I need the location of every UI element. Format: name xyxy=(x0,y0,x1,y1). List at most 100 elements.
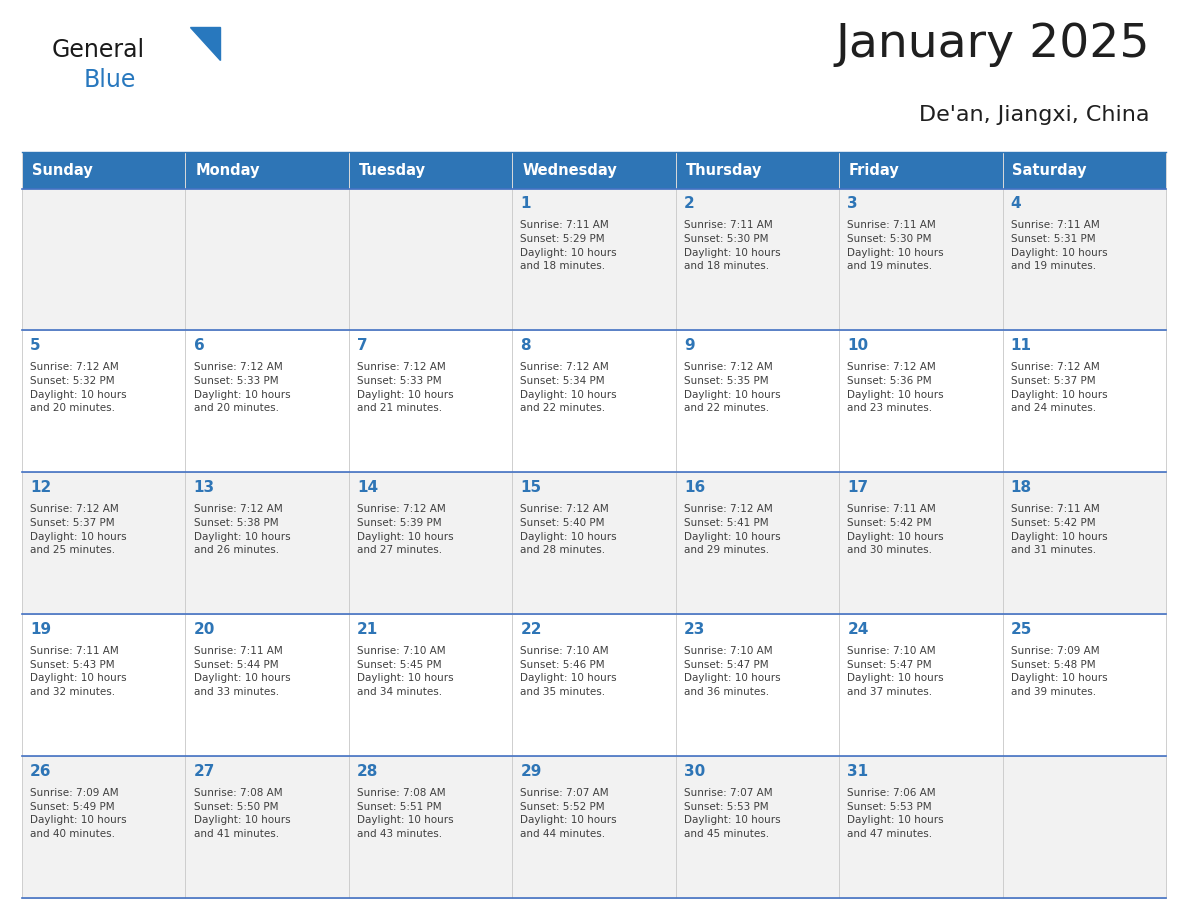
Text: Sunrise: 7:10 AM
Sunset: 5:45 PM
Daylight: 10 hours
and 34 minutes.: Sunrise: 7:10 AM Sunset: 5:45 PM Dayligh… xyxy=(358,646,454,697)
Text: 17: 17 xyxy=(847,480,868,496)
Text: 23: 23 xyxy=(684,622,706,637)
Bar xyxy=(839,188,1003,330)
Bar xyxy=(185,756,349,898)
Text: Tuesday: Tuesday xyxy=(359,162,425,178)
Bar xyxy=(23,614,185,756)
Text: 20: 20 xyxy=(194,622,215,637)
Text: Sunrise: 7:12 AM
Sunset: 5:34 PM
Daylight: 10 hours
and 22 minutes.: Sunrise: 7:12 AM Sunset: 5:34 PM Dayligh… xyxy=(520,363,617,413)
Text: Sunrise: 7:12 AM
Sunset: 5:36 PM
Daylight: 10 hours
and 23 minutes.: Sunrise: 7:12 AM Sunset: 5:36 PM Dayligh… xyxy=(847,363,944,413)
Text: 6: 6 xyxy=(194,339,204,353)
Text: 9: 9 xyxy=(684,339,695,353)
Bar xyxy=(1003,756,1165,898)
Text: Sunrise: 7:12 AM
Sunset: 5:37 PM
Daylight: 10 hours
and 24 minutes.: Sunrise: 7:12 AM Sunset: 5:37 PM Dayligh… xyxy=(1011,363,1107,413)
Bar xyxy=(676,330,839,472)
Text: January 2025: January 2025 xyxy=(835,22,1150,67)
Bar xyxy=(676,472,839,614)
Text: Sunrise: 7:11 AM
Sunset: 5:44 PM
Daylight: 10 hours
and 33 minutes.: Sunrise: 7:11 AM Sunset: 5:44 PM Dayligh… xyxy=(194,646,290,697)
Text: 7: 7 xyxy=(358,339,367,353)
Text: Friday: Friday xyxy=(849,162,899,178)
Text: Sunrise: 7:09 AM
Sunset: 5:48 PM
Daylight: 10 hours
and 39 minutes.: Sunrise: 7:09 AM Sunset: 5:48 PM Dayligh… xyxy=(1011,646,1107,697)
Polygon shape xyxy=(190,27,221,60)
Text: 5: 5 xyxy=(30,339,40,353)
Bar xyxy=(512,756,676,898)
Bar xyxy=(349,188,512,330)
Text: Sunrise: 7:12 AM
Sunset: 5:41 PM
Daylight: 10 hours
and 29 minutes.: Sunrise: 7:12 AM Sunset: 5:41 PM Dayligh… xyxy=(684,504,781,555)
Bar xyxy=(512,330,676,472)
Text: 8: 8 xyxy=(520,339,531,353)
Text: Sunrise: 7:11 AM
Sunset: 5:30 PM
Daylight: 10 hours
and 19 minutes.: Sunrise: 7:11 AM Sunset: 5:30 PM Dayligh… xyxy=(847,220,944,272)
Text: Sunrise: 7:10 AM
Sunset: 5:47 PM
Daylight: 10 hours
and 37 minutes.: Sunrise: 7:10 AM Sunset: 5:47 PM Dayligh… xyxy=(847,646,944,697)
Bar xyxy=(512,152,676,188)
Bar xyxy=(185,614,349,756)
Text: Sunrise: 7:06 AM
Sunset: 5:53 PM
Daylight: 10 hours
and 47 minutes.: Sunrise: 7:06 AM Sunset: 5:53 PM Dayligh… xyxy=(847,788,944,839)
Text: Sunday: Sunday xyxy=(32,162,93,178)
Text: 21: 21 xyxy=(358,622,378,637)
Text: 12: 12 xyxy=(30,480,51,496)
Text: Sunrise: 7:11 AM
Sunset: 5:30 PM
Daylight: 10 hours
and 18 minutes.: Sunrise: 7:11 AM Sunset: 5:30 PM Dayligh… xyxy=(684,220,781,272)
Text: 29: 29 xyxy=(520,764,542,779)
Text: Sunrise: 7:08 AM
Sunset: 5:51 PM
Daylight: 10 hours
and 43 minutes.: Sunrise: 7:08 AM Sunset: 5:51 PM Dayligh… xyxy=(358,788,454,839)
Text: Sunrise: 7:07 AM
Sunset: 5:53 PM
Daylight: 10 hours
and 45 minutes.: Sunrise: 7:07 AM Sunset: 5:53 PM Dayligh… xyxy=(684,788,781,839)
Bar xyxy=(349,756,512,898)
Bar xyxy=(349,472,512,614)
Text: 19: 19 xyxy=(30,622,51,637)
Bar xyxy=(512,614,676,756)
Text: Sunrise: 7:11 AM
Sunset: 5:29 PM
Daylight: 10 hours
and 18 minutes.: Sunrise: 7:11 AM Sunset: 5:29 PM Dayligh… xyxy=(520,220,617,272)
Text: 18: 18 xyxy=(1011,480,1032,496)
Text: Sunrise: 7:12 AM
Sunset: 5:33 PM
Daylight: 10 hours
and 20 minutes.: Sunrise: 7:12 AM Sunset: 5:33 PM Dayligh… xyxy=(194,363,290,413)
Bar xyxy=(1003,152,1165,188)
Bar xyxy=(23,756,185,898)
Text: Wednesday: Wednesday xyxy=(522,162,617,178)
Text: Sunrise: 7:11 AM
Sunset: 5:43 PM
Daylight: 10 hours
and 32 minutes.: Sunrise: 7:11 AM Sunset: 5:43 PM Dayligh… xyxy=(30,646,127,697)
Text: Sunrise: 7:09 AM
Sunset: 5:49 PM
Daylight: 10 hours
and 40 minutes.: Sunrise: 7:09 AM Sunset: 5:49 PM Dayligh… xyxy=(30,788,127,839)
Bar xyxy=(839,152,1003,188)
Bar xyxy=(185,152,349,188)
Text: 3: 3 xyxy=(847,196,858,211)
Bar xyxy=(23,472,185,614)
Bar xyxy=(676,614,839,756)
Text: Sunrise: 7:12 AM
Sunset: 5:37 PM
Daylight: 10 hours
and 25 minutes.: Sunrise: 7:12 AM Sunset: 5:37 PM Dayligh… xyxy=(30,504,127,555)
Text: Sunrise: 7:12 AM
Sunset: 5:32 PM
Daylight: 10 hours
and 20 minutes.: Sunrise: 7:12 AM Sunset: 5:32 PM Dayligh… xyxy=(30,363,127,413)
Bar xyxy=(185,472,349,614)
Bar xyxy=(1003,330,1165,472)
Text: 24: 24 xyxy=(847,622,868,637)
Bar xyxy=(839,756,1003,898)
Bar xyxy=(23,330,185,472)
Text: 26: 26 xyxy=(30,764,51,779)
Text: Sunrise: 7:11 AM
Sunset: 5:42 PM
Daylight: 10 hours
and 30 minutes.: Sunrise: 7:11 AM Sunset: 5:42 PM Dayligh… xyxy=(847,504,944,555)
Text: Sunrise: 7:11 AM
Sunset: 5:31 PM
Daylight: 10 hours
and 19 minutes.: Sunrise: 7:11 AM Sunset: 5:31 PM Dayligh… xyxy=(1011,220,1107,272)
Bar xyxy=(349,152,512,188)
Text: Sunrise: 7:12 AM
Sunset: 5:39 PM
Daylight: 10 hours
and 27 minutes.: Sunrise: 7:12 AM Sunset: 5:39 PM Dayligh… xyxy=(358,504,454,555)
Bar xyxy=(676,152,839,188)
Text: Sunrise: 7:12 AM
Sunset: 5:38 PM
Daylight: 10 hours
and 26 minutes.: Sunrise: 7:12 AM Sunset: 5:38 PM Dayligh… xyxy=(194,504,290,555)
Bar xyxy=(23,152,185,188)
Bar xyxy=(676,756,839,898)
Bar xyxy=(676,188,839,330)
Text: Thursday: Thursday xyxy=(685,162,762,178)
Text: Sunrise: 7:10 AM
Sunset: 5:46 PM
Daylight: 10 hours
and 35 minutes.: Sunrise: 7:10 AM Sunset: 5:46 PM Dayligh… xyxy=(520,646,617,697)
Text: De'an, Jiangxi, China: De'an, Jiangxi, China xyxy=(920,105,1150,125)
Bar xyxy=(839,614,1003,756)
Text: 1: 1 xyxy=(520,196,531,211)
Text: 10: 10 xyxy=(847,339,868,353)
Text: Sunrise: 7:07 AM
Sunset: 5:52 PM
Daylight: 10 hours
and 44 minutes.: Sunrise: 7:07 AM Sunset: 5:52 PM Dayligh… xyxy=(520,788,617,839)
Text: Sunrise: 7:11 AM
Sunset: 5:42 PM
Daylight: 10 hours
and 31 minutes.: Sunrise: 7:11 AM Sunset: 5:42 PM Dayligh… xyxy=(1011,504,1107,555)
Text: 14: 14 xyxy=(358,480,378,496)
Bar xyxy=(185,188,349,330)
Text: Blue: Blue xyxy=(84,68,137,92)
Text: General: General xyxy=(52,38,145,62)
Bar xyxy=(349,330,512,472)
Text: 16: 16 xyxy=(684,480,706,496)
Text: Sunrise: 7:10 AM
Sunset: 5:47 PM
Daylight: 10 hours
and 36 minutes.: Sunrise: 7:10 AM Sunset: 5:47 PM Dayligh… xyxy=(684,646,781,697)
Text: 28: 28 xyxy=(358,764,379,779)
Text: Sunrise: 7:08 AM
Sunset: 5:50 PM
Daylight: 10 hours
and 41 minutes.: Sunrise: 7:08 AM Sunset: 5:50 PM Dayligh… xyxy=(194,788,290,839)
Bar xyxy=(839,330,1003,472)
Text: Sunrise: 7:12 AM
Sunset: 5:40 PM
Daylight: 10 hours
and 28 minutes.: Sunrise: 7:12 AM Sunset: 5:40 PM Dayligh… xyxy=(520,504,617,555)
Bar xyxy=(1003,472,1165,614)
Text: Saturday: Saturday xyxy=(1012,162,1087,178)
Text: 13: 13 xyxy=(194,480,215,496)
Text: 22: 22 xyxy=(520,622,542,637)
Text: 27: 27 xyxy=(194,764,215,779)
Bar xyxy=(185,330,349,472)
Bar xyxy=(512,188,676,330)
